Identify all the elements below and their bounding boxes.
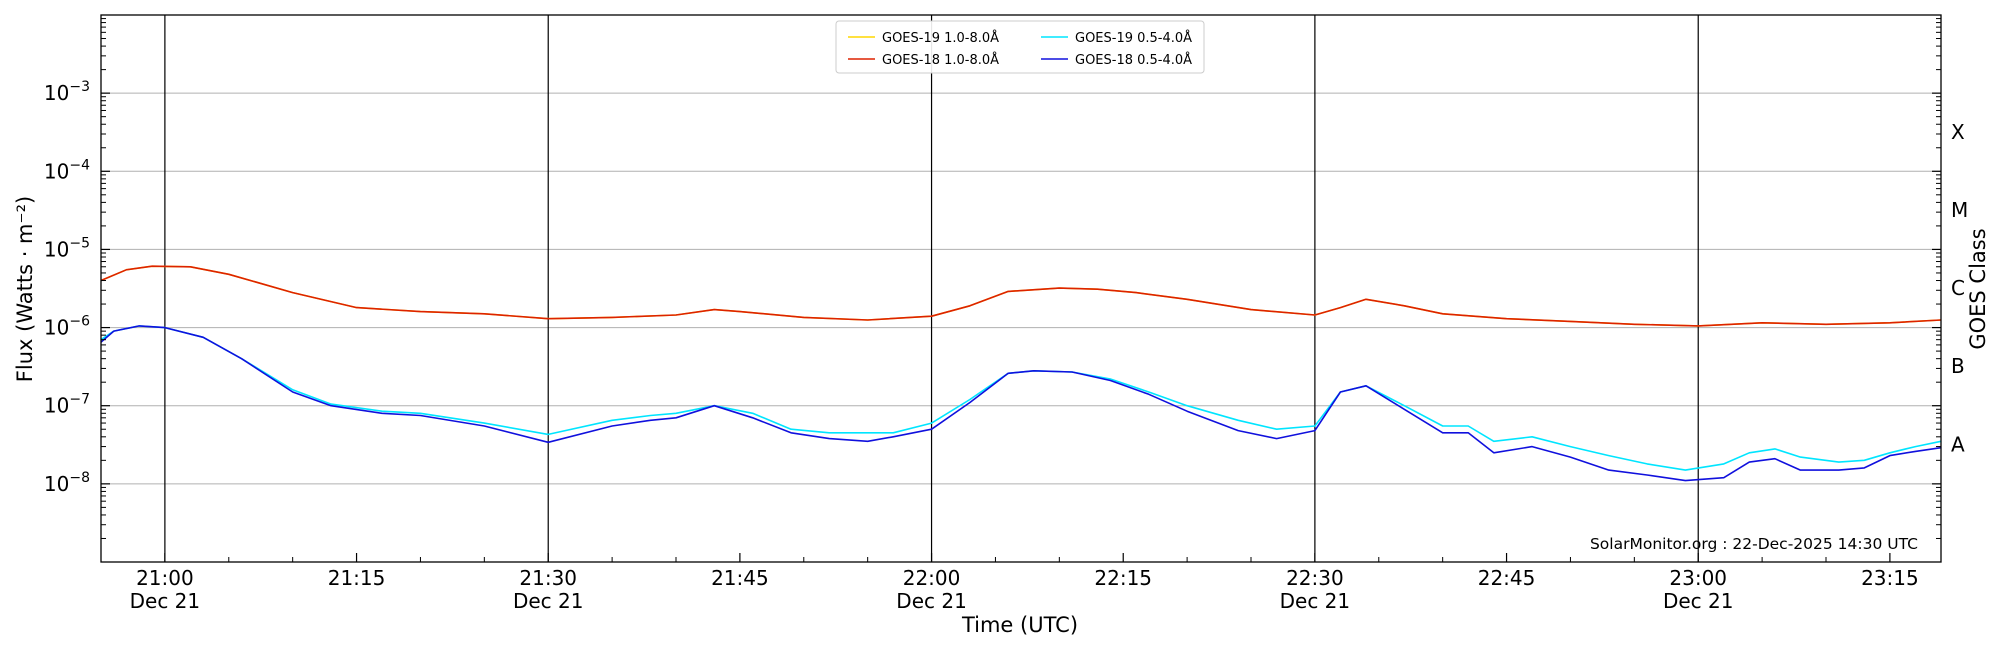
series-line xyxy=(100,265,1942,327)
goes-class-label: C xyxy=(1951,276,1965,300)
y-tick-label: 10−3 xyxy=(44,79,90,105)
legend-box xyxy=(835,20,1205,74)
plot-background xyxy=(101,15,1941,562)
x-tick-label: 22:00 xyxy=(903,566,961,590)
legend-label: GOES-19 1.0-8.0Å xyxy=(882,30,999,46)
x-axis-label: Time (UTC) xyxy=(961,613,1078,637)
legend-label: GOES-18 0.5-4.0Å xyxy=(1075,52,1192,68)
x-tick-label: 22:45 xyxy=(1478,566,1536,590)
y-tick-label: 10−7 xyxy=(44,392,90,418)
x-tick-label: 21:15 xyxy=(328,566,386,590)
goes-class-labels: A B C M X xyxy=(1951,120,1968,457)
y-tick-label: 10−8 xyxy=(44,470,90,496)
series-line xyxy=(100,325,1942,482)
goes-class-label: A xyxy=(1951,432,1965,456)
x-tick-date: Dec 21 xyxy=(1280,589,1351,613)
legend: GOES-19 1.0-8.0Å GOES-18 1.0-8.0Å GOES-19 … xyxy=(835,20,1205,74)
x-tick-date: Dec 21 xyxy=(130,589,201,613)
legend-label: GOES-18 1.0-8.0Å xyxy=(882,52,999,68)
y-tick-label: 10−4 xyxy=(44,157,90,183)
y-tick-label: 10−6 xyxy=(44,314,90,340)
goes-class-label: B xyxy=(1951,354,1965,378)
watermark: SolarMonitor.org : 22-Dec-2025 14:30 UTC xyxy=(1590,535,1918,553)
x-tick-label: 23:15 xyxy=(1861,566,1919,590)
x-tick-label: 21:30 xyxy=(519,566,577,590)
right-axis-label: GOES Class xyxy=(1966,228,1990,349)
y-axis-label: Flux (Watts · m⁻²) xyxy=(13,196,37,382)
goes-class-label: M xyxy=(1951,198,1968,222)
y-axis-ticks: 10−8 10−7 10−6 10−5 10−4 10−3 xyxy=(44,18,1941,539)
x-tick-label: 22:30 xyxy=(1286,566,1344,590)
series-lines xyxy=(100,265,1942,482)
x-tick-date: Dec 21 xyxy=(896,589,967,613)
y-tick-label: 10−5 xyxy=(44,235,90,261)
time-markers xyxy=(164,15,1699,562)
x-tick-label: 22:15 xyxy=(1094,566,1152,590)
plot-frame xyxy=(100,14,1942,563)
legend-label: GOES-19 0.5-4.0Å xyxy=(1075,30,1192,46)
x-tick-label: 21:45 xyxy=(711,566,769,590)
x-tick-label: 23:00 xyxy=(1669,566,1727,590)
goes-class-label: X xyxy=(1951,120,1965,144)
x-tick-date: Dec 21 xyxy=(1663,589,1734,613)
grid-lines xyxy=(101,92,1941,485)
x-tick-date: Dec 21 xyxy=(513,589,584,613)
x-tick-label: 21:00 xyxy=(136,566,194,590)
